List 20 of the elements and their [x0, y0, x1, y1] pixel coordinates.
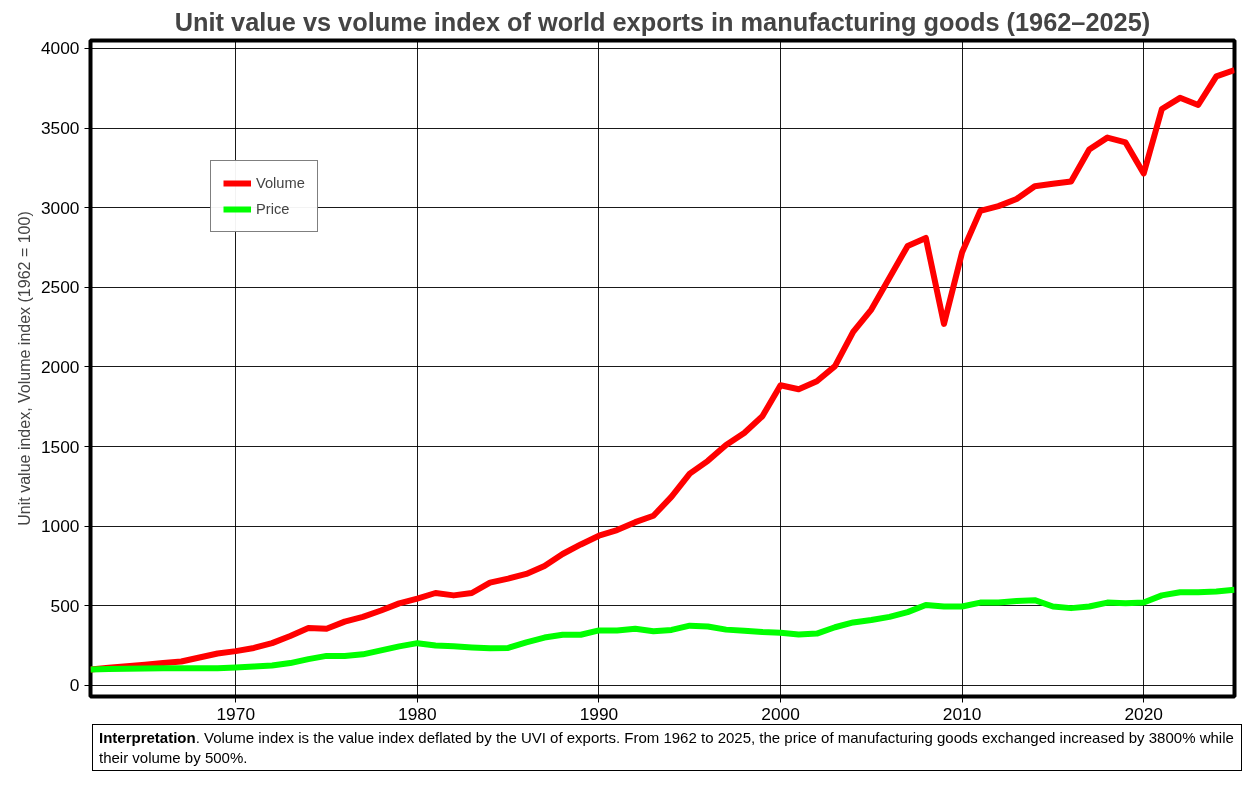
x-tick-label: 1980 — [398, 703, 437, 724]
y-tick-label: 3500 — [40, 118, 80, 139]
legend-label: Price — [256, 201, 290, 217]
y-tick-label: 4000 — [40, 38, 80, 59]
text: Interpretation. Volume index is the value index deflated by the UVI of exports. From 1962 to 2025, the price of manufacturing goods exchanged increased by 3800% while their volume by 500%. — [99, 728, 1235, 767]
legend-label: Volume — [256, 175, 305, 191]
y-tick-label: 2500 — [40, 277, 80, 298]
y-tick-label: 0 — [69, 675, 80, 696]
x-tick-label: 2000 — [761, 703, 800, 724]
y-axis-title: Unit value index, Volume index (1962 = 100) — [15, 211, 33, 526]
y-tick-label: 3000 — [40, 197, 80, 218]
y-tick-label: 2000 — [40, 356, 80, 377]
x-tick-label: 2010 — [942, 703, 982, 724]
x-tick-label: 2020 — [1124, 703, 1163, 724]
x-tick-label: 1970 — [216, 703, 256, 724]
y-tick-label: 1000 — [40, 516, 80, 537]
x-tick-label: 1990 — [579, 703, 619, 724]
chart-title: Unit value vs volume index of world exports in manufacturing goods (1962–2025) — [174, 7, 1151, 36]
y-tick-label: 500 — [50, 595, 80, 616]
y-tick-label: 1500 — [40, 436, 80, 457]
